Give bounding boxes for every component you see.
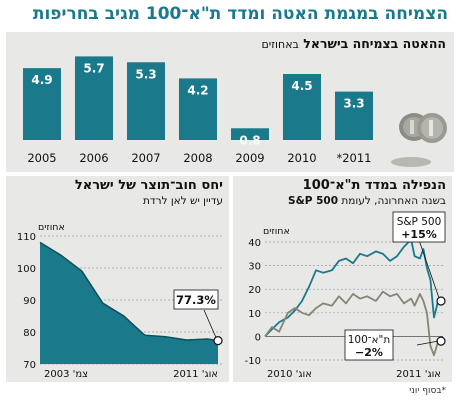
x-tick-label: צמ' 2003 — [44, 369, 88, 380]
bar-value-label: 0.8 — [239, 133, 260, 147]
y-tick-label: 40 — [248, 238, 261, 249]
ta100-end-marker — [436, 336, 446, 346]
bar-value-label: 5.7 — [83, 61, 104, 75]
bar-value-label: 5.3 — [135, 67, 156, 81]
y-axis-unit-label: אחוזים — [38, 222, 65, 233]
debt-chart-subtitle: עדיין יש לאן לרדת — [142, 195, 223, 207]
debt-end-marker — [213, 336, 223, 346]
ta100-callout-box — [344, 329, 394, 361]
debt-area — [40, 242, 218, 364]
debt-panel: יחס חוב־תוצר של ישראל עדיין יש לאן לרדת … — [6, 176, 229, 382]
x-tick-label: אוג' 2011 — [396, 369, 441, 380]
callout-pointer — [416, 340, 439, 346]
callout-pointer — [418, 239, 440, 299]
bar — [127, 62, 165, 141]
growth-chart-unit: באחוזים — [261, 38, 299, 51]
x-tick-label: אוג' 2010 — [267, 369, 312, 380]
bar-category-label: 2007 — [131, 151, 160, 165]
sp500-end-marker — [436, 296, 446, 306]
bar-category-label: 2009 — [235, 151, 264, 165]
index-chart-title: הנפילה במדד ת"א־100 — [302, 178, 446, 193]
index-panel: הנפילה במדד ת"א־100 בשנה האחרונה, לעומת … — [233, 176, 452, 382]
debt-callout-box — [173, 289, 219, 310]
bar-value-label: 4.5 — [291, 79, 312, 93]
bar-value-label: 4.2 — [187, 83, 208, 97]
y-tick-label: 20 — [248, 285, 261, 296]
sp500-callout-name: S&P 500 — [397, 216, 442, 228]
bar — [23, 68, 61, 140]
growth-chart-title: ההאטה בצמיחה בישראל באחוזים — [261, 36, 446, 51]
y-axis-unit-label: אחוזים — [263, 226, 290, 237]
growth-chart-title-text: ההאטה בצמיחה בישראל — [303, 36, 446, 51]
ta100-line — [264, 290, 442, 357]
debt-callout: 77.3% — [176, 293, 216, 307]
bar-category-label: 2010 — [287, 151, 316, 165]
y-tick-label: 100 — [17, 264, 36, 275]
bar-category-label: 2008 — [183, 151, 212, 165]
y-tick-label: 10 — [248, 309, 261, 320]
y-tick-label: 0 — [255, 332, 261, 343]
bar-value-label: 3.3 — [343, 97, 364, 111]
bar — [335, 91, 373, 140]
bar — [283, 74, 321, 140]
index-chart-subtitle-bold: S&P 500 — [288, 195, 339, 207]
debt-line — [39, 241, 219, 342]
headline: הצמיחה במגמת האטה ומדד ת"א־100 מגיב בחרי… — [32, 4, 448, 24]
ta100-callout-value: −2% — [355, 346, 383, 359]
sp500-callout-value: +15% — [401, 228, 437, 241]
debt-chart-title: יחס חוב־תוצר של ישראל — [74, 178, 223, 193]
y-tick-label: 30 — [248, 262, 261, 273]
growth-panel: ההאטה בצמיחה בישראל באחוזים 4.9 2005 5.7 20… — [6, 32, 454, 172]
callout-pointer — [203, 309, 217, 338]
growth-bar-chart: 4.9 2005 5.7 2006 5.3 2007 4.2 2008 0.8 2009 4.5 20… — [23, 56, 447, 167]
bar — [231, 128, 269, 140]
bar-category-label: 2005 — [27, 151, 56, 165]
y-tick-label: 90 — [23, 296, 36, 307]
index-chart-subtitle-text: בשנה האחרונה, לעומת — [341, 195, 446, 207]
y-tick-label: 110 — [17, 232, 36, 243]
y-tick-label: 80 — [23, 328, 36, 339]
index-chart-subtitle: בשנה האחרונה, לעומת S&P 500 — [288, 195, 446, 207]
y-tick-label: 70 — [23, 360, 36, 371]
sp500-line — [264, 238, 442, 338]
x-tick-label: אוג' 2011 — [173, 369, 218, 380]
bar — [75, 56, 113, 140]
bar-category-label: *2011 — [336, 151, 371, 165]
sp500-callout-box — [392, 211, 446, 243]
bar — [179, 78, 217, 140]
y-tick-label: -10 — [245, 356, 261, 367]
bar-category-label: 2006 — [79, 151, 108, 165]
ta100-callout-name: ת"א־100 — [348, 334, 391, 346]
coins-icon — [391, 113, 447, 167]
footnote: *בסוף יוני — [409, 386, 446, 396]
bar-value-label: 4.9 — [31, 73, 52, 87]
